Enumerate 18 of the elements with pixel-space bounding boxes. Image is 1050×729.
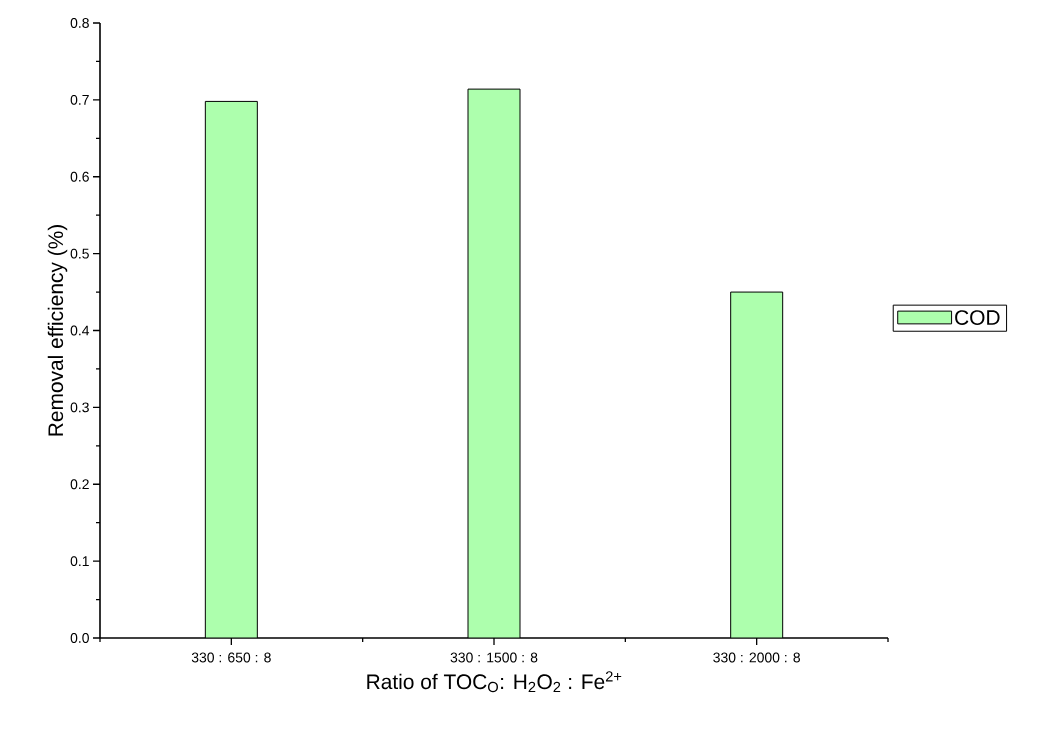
x-tick-label: 330 : 650 : 8 [191,652,271,663]
y-tick-label: 0.7 [70,94,89,105]
y-tick-label: 0.0 [70,633,89,643]
y-tick-label: 0.1 [70,556,89,567]
bar [204,100,258,638]
y-tick-label: 0.8 [70,18,89,28]
y-tick-label: 0.5 [70,248,89,259]
y-tick-label: 0.2 [70,479,89,490]
y-tick-label: 0.6 [70,171,89,182]
x-axis-title: Ratio of TOC$_{O}$: H$_{2}$O$_{2}$ : Fe$^{2+}$ [367,671,622,693]
bar [467,88,521,638]
bar [730,291,784,638]
y-tick-label: 0.3 [70,402,89,413]
y-axis-title: Removal efficiency (%) [47,225,68,436]
legend-label: COD [955,310,1000,325]
x-tick-label: 330 : 1500 : 8 [450,652,538,663]
x-tick-label: 330 : 2000 : 8 [713,652,800,663]
y-tick-label: 0.4 [70,325,90,336]
